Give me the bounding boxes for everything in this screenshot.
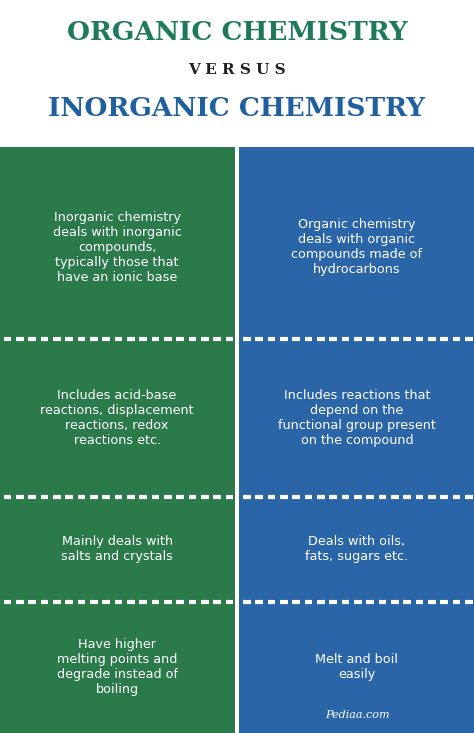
- Text: Includes acid-base
reactions, displacement
reactions, redox
reactions etc.: Includes acid-base reactions, displaceme…: [40, 389, 194, 447]
- Bar: [239, 497, 474, 602]
- Bar: [0, 155, 235, 339]
- Bar: [239, 602, 474, 733]
- Text: ORGANIC CHEMISTRY: ORGANIC CHEMISTRY: [67, 21, 407, 45]
- Text: Pediaa.com: Pediaa.com: [326, 710, 390, 720]
- Text: Organic chemistry
deals with organic
compounds made of
hydrocarbons: Organic chemistry deals with organic com…: [292, 218, 422, 276]
- Text: Have higher
melting points and
degrade instead of
boiling: Have higher melting points and degrade i…: [56, 638, 178, 696]
- Bar: [239, 155, 474, 339]
- Bar: [0, 339, 235, 497]
- Text: Inorganic chemistry
deals with inorganic
compounds,
typically those that
have an: Inorganic chemistry deals with inorganic…: [53, 211, 182, 284]
- Bar: [239, 339, 474, 497]
- Text: Deals with oils,
fats, sugars etc.: Deals with oils, fats, sugars etc.: [305, 535, 409, 563]
- Text: INORGANIC CHEMISTRY: INORGANIC CHEMISTRY: [48, 96, 426, 121]
- Text: V E R S U S: V E R S U S: [188, 62, 286, 77]
- Text: Melt and boil
easily: Melt and boil easily: [316, 653, 398, 682]
- Bar: [0, 147, 235, 155]
- Text: Includes reactions that
depend on the
functional group present
on the compound: Includes reactions that depend on the fu…: [278, 389, 436, 447]
- Text: Mainly deals with
salts and crystals: Mainly deals with salts and crystals: [61, 535, 173, 563]
- Bar: [0, 602, 235, 733]
- Bar: [239, 147, 474, 155]
- Bar: [0, 497, 235, 602]
